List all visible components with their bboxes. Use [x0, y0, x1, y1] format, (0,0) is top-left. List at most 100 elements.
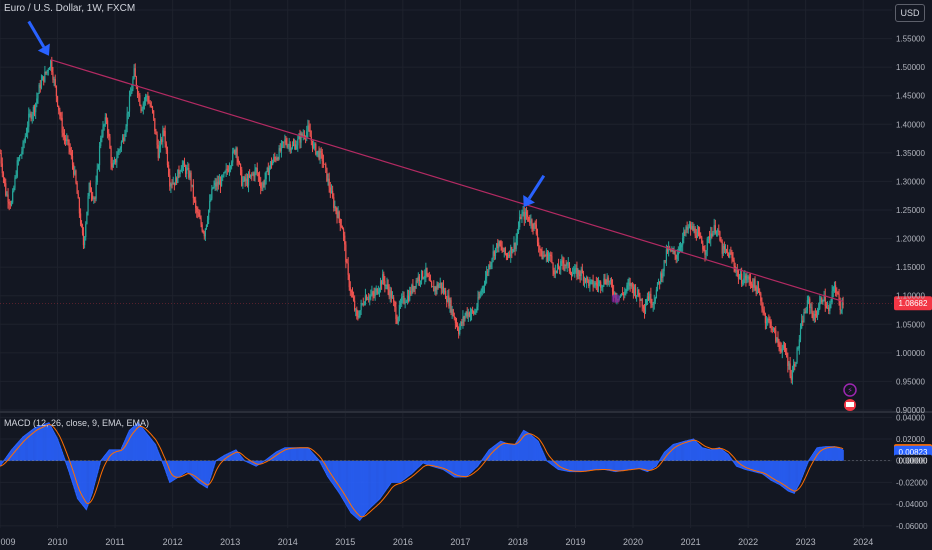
macd-histogram-bar	[406, 460, 408, 478]
candle-body	[504, 247, 506, 254]
macd-histogram-bar	[760, 460, 763, 474]
candle-body	[561, 260, 563, 262]
candle-body	[511, 247, 513, 254]
macd-histogram-bar	[114, 449, 116, 461]
candle-body	[374, 291, 376, 297]
macd-histogram-bar	[34, 427, 37, 461]
candle-body	[718, 230, 720, 232]
macd-histogram-bar	[720, 449, 723, 461]
macd-histogram-bar	[391, 460, 394, 483]
macd-histogram-bar	[753, 460, 755, 472]
candle-body	[361, 303, 363, 305]
candle-body	[209, 200, 211, 210]
candle-body	[60, 115, 62, 118]
candle-body	[352, 296, 355, 301]
macd-histogram-bar	[791, 460, 793, 493]
currency-button[interactable]: USD	[895, 4, 925, 22]
candle-body	[309, 130, 311, 137]
macd-histogram-bar	[446, 460, 449, 473]
candle-body	[768, 318, 770, 321]
macd-histogram-bar	[118, 449, 121, 461]
macd-histogram-bar	[393, 460, 396, 483]
y-tick-label: 1.55000	[896, 35, 925, 44]
candle-body	[362, 303, 364, 305]
macd-histogram-bar	[347, 460, 350, 509]
macd-histogram-bar	[170, 460, 172, 482]
macd-histogram-bar	[35, 427, 38, 461]
macd-histogram-bar	[529, 434, 532, 461]
candle-body	[251, 174, 253, 176]
macd-histogram-bar	[771, 460, 774, 481]
macd-histogram-bar	[589, 460, 592, 470]
candle-body	[535, 224, 537, 234]
macd-histogram-bar	[650, 460, 653, 469]
candle-body	[451, 309, 453, 313]
macd-histogram-bar	[339, 460, 342, 496]
macd-histogram-bar	[0, 460, 2, 465]
candle-body	[795, 362, 797, 367]
candle-body	[782, 345, 784, 349]
macd-histogram-bar	[217, 459, 219, 461]
candle-body	[51, 60, 53, 73]
candle-body	[228, 168, 231, 172]
macd-histogram-bar	[792, 460, 794, 493]
macd-histogram-bar	[583, 460, 586, 471]
macd-histogram-bar	[695, 442, 698, 461]
macd-histogram-bar	[349, 460, 351, 511]
macd-histogram-bar	[41, 425, 44, 461]
candle-body	[200, 218, 202, 225]
macd-histogram-bar	[531, 436, 534, 461]
macd-histogram-bar	[463, 460, 465, 478]
current-price-badge	[894, 296, 932, 311]
macd-histogram-bar	[436, 460, 439, 468]
macd-histogram-bar	[229, 452, 231, 461]
candle-body	[63, 135, 66, 139]
candle-body	[479, 293, 481, 298]
macd-histogram-bar	[803, 460, 806, 472]
candle-body	[728, 252, 730, 258]
candle-body	[276, 158, 278, 160]
candle-body	[157, 144, 159, 158]
macd-histogram-bar	[412, 460, 415, 472]
candle-body	[801, 320, 803, 329]
macd-histogram-bar	[672, 444, 675, 461]
macd-histogram-bar	[196, 460, 199, 482]
macd-histogram-bar	[608, 460, 610, 471]
candle-body	[132, 78, 134, 90]
macd-histogram-bar	[825, 446, 827, 461]
candle-body	[437, 284, 439, 288]
candle-body	[283, 141, 285, 143]
candle-body	[704, 251, 706, 255]
candle-body	[637, 289, 639, 296]
macd-histogram-bar	[67, 460, 69, 469]
candle-body	[143, 100, 146, 104]
macd-histogram-bar	[241, 458, 244, 461]
candle-body	[360, 303, 362, 311]
candle-body	[445, 290, 447, 299]
macd-histogram-bar	[188, 460, 191, 474]
macd-histogram-bar	[424, 460, 426, 464]
macd-histogram-bar	[389, 460, 391, 485]
candle-body	[216, 181, 218, 187]
macd-histogram-bar	[354, 460, 357, 517]
candle-body	[486, 271, 488, 278]
x-tick-label: 2015	[335, 537, 355, 547]
macd-histogram-bar	[502, 442, 504, 461]
candle-body	[574, 268, 576, 273]
candle-body	[226, 168, 228, 171]
macd-histogram-bar	[356, 460, 359, 519]
candle-body	[836, 292, 838, 294]
current-price-label: 1.08682	[899, 299, 928, 308]
macd-histogram-bar	[408, 460, 410, 476]
candle-body	[41, 76, 44, 81]
candle-body	[393, 297, 395, 302]
candle-body	[52, 72, 54, 80]
candle-body	[819, 302, 821, 309]
candle-body	[17, 159, 20, 161]
macd-histogram-bar	[358, 460, 361, 521]
macd-histogram-bar	[780, 460, 782, 486]
macd-histogram-bar	[526, 432, 528, 461]
macd-histogram-bar	[552, 460, 555, 466]
